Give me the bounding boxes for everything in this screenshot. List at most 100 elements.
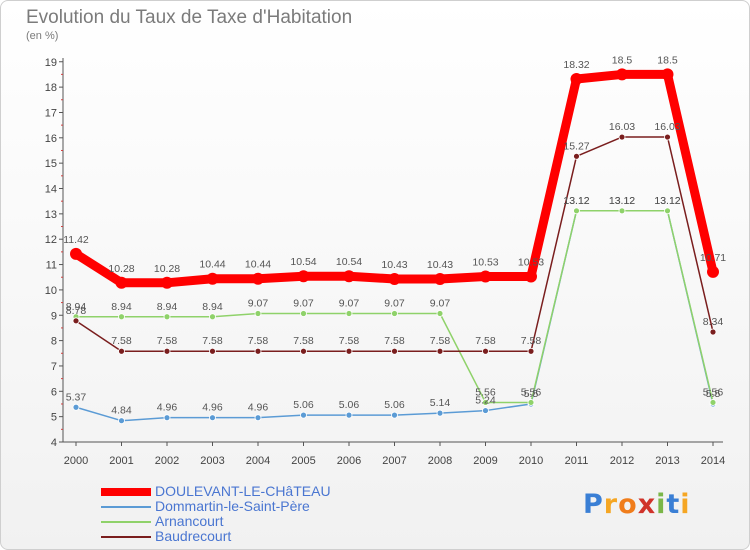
logo-letter: i [656,489,667,520]
data-point [664,207,671,215]
legend-item: Arnancourt [101,514,331,529]
data-label: 10.53 [472,256,498,268]
data-label: 7.58 [521,335,542,347]
data-point [436,347,444,355]
x-tick-label: 2004 [246,455,270,467]
data-label: 5.06 [339,399,360,411]
data-point [436,310,444,317]
data-label: 13.12 [563,195,589,207]
data-point [479,270,492,283]
data-label: 9.07 [293,297,314,309]
data-point [209,313,216,321]
y-tick-label: 13 [45,209,57,221]
data-label: 9.07 [384,297,405,309]
logo-letter: x [637,489,657,520]
data-label: 16.03 [609,121,635,133]
data-point [391,411,398,419]
legend-label: Dommartin-le-Saint-Père [155,498,310,514]
logo-letter: i [680,489,691,520]
data-point [618,207,626,215]
legend-swatch [101,505,151,508]
chart-legend: DOULEVANT-LE-CHâTEAU Dommartin-le-Saint-P… [101,484,331,544]
data-label: 7.58 [384,335,405,347]
x-tick-label: 2014 [701,455,725,467]
y-tick-label: 16 [45,133,57,145]
x-tick-label: 2006 [337,455,361,467]
y-tick-label: 10 [45,285,57,297]
data-label: 13.12 [609,195,635,207]
data-label: 7.58 [111,335,132,347]
data-label: 5.5 [706,388,721,400]
data-label: 8.34 [703,316,724,328]
data-point [345,310,353,317]
data-label: 10.28 [108,263,134,275]
data-point [573,152,580,160]
data-label: 5.37 [66,391,87,403]
series-line [75,136,714,352]
y-tick-label: 9 [51,310,57,322]
data-label: 4.84 [111,405,132,417]
data-point [482,347,489,355]
data-point [209,414,216,422]
data-label: 13.12 [654,195,680,207]
data-point [343,270,355,283]
y-tick-label: 6 [51,386,57,398]
data-label: 4.96 [202,402,223,414]
data-point [300,347,307,355]
x-tick-label: 2001 [109,455,133,467]
data-label: 8.78 [66,305,87,317]
x-tick-label: 2011 [565,455,589,467]
data-point [436,409,444,417]
y-tick-label: 5 [51,412,57,424]
chart-title: Evolution du Taux de Taxe d'Habitation [26,7,353,28]
data-label: 10.43 [381,259,407,271]
data-label: 10.43 [427,259,453,271]
logo-letter: o [618,489,638,520]
y-tick-label: 17 [45,107,57,119]
x-tick-label: 2000 [64,455,88,467]
data-point [616,68,628,81]
x-tick-label: 2002 [155,455,179,467]
data-label: 5.56 [521,386,542,398]
data-label: 9.07 [339,297,360,309]
logo-letter: P [583,489,604,520]
data-point [163,313,171,321]
data-point [161,276,173,289]
y-tick-label: 14 [45,184,57,196]
y-tick-label: 18 [45,82,57,94]
data-label: 13.12 [563,195,589,207]
data-label: 7.58 [293,335,314,347]
line-chart-plot: 4 5 6 7 8 9 10 11 12 13 14 15 16 17 18 19 2000 2001 2002 20… [45,54,727,467]
data-label: 5.56 [475,386,496,398]
data-label: 10.44 [199,259,225,271]
y-tick-label: 19 [45,57,57,69]
data-point [527,347,535,355]
data-label: 5.14 [430,397,451,409]
data-label: 7.58 [339,335,360,347]
data-label: 5.06 [384,399,405,411]
proxiti-logo: Proxiti [583,489,691,520]
data-point [72,317,80,325]
data-label: 18.32 [563,59,589,71]
data-label: 10.28 [154,263,180,275]
legend-swatch [101,487,151,496]
data-label: 7.58 [430,335,451,347]
data-point [434,272,446,285]
data-label: 15.27 [563,140,589,152]
data-point [482,399,489,406]
data-label: 8.94 [66,301,87,313]
data-label: 4.96 [157,402,178,414]
y-tick-label: 7 [51,361,57,373]
data-point [570,72,583,85]
data-point [664,133,671,141]
data-point [345,347,353,355]
x-tick-label: 2010 [519,455,543,467]
legend-label: DOULEVANT-LE-CHâTEAU [155,483,331,499]
y-tick-label: 8 [51,336,57,348]
data-point [254,347,262,355]
data-label: 11.42 [63,234,89,246]
data-label: 18.5 [612,54,633,66]
data-label: 5.24 [475,395,496,407]
data-label: 13.12 [609,195,635,207]
data-point [115,276,128,289]
